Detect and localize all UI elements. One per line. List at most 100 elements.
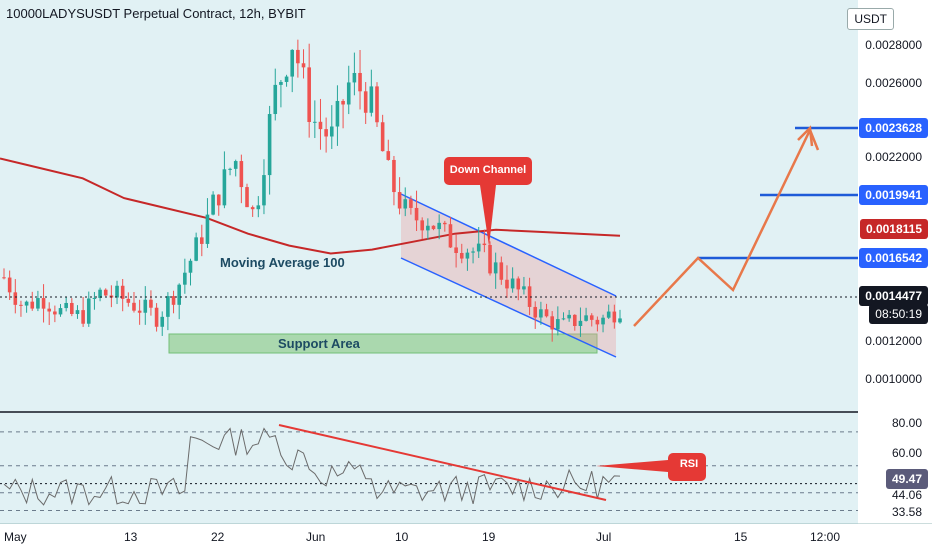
countdown-badge: 08:50:19 bbox=[869, 304, 928, 324]
candle-body bbox=[262, 175, 266, 206]
candle-body bbox=[160, 316, 165, 327]
candle-body bbox=[194, 237, 198, 261]
candle-body bbox=[284, 76, 289, 82]
rsi-trendline bbox=[278, 424, 607, 501]
rsi-pointer bbox=[596, 460, 668, 472]
x-tick: 13 bbox=[124, 530, 138, 544]
support-area bbox=[168, 333, 598, 354]
price-tick: 0.0012000 bbox=[865, 334, 922, 348]
candle-body bbox=[578, 320, 583, 326]
candle-body bbox=[70, 302, 74, 314]
rsi-current-badge: 49.47 bbox=[885, 469, 928, 489]
candle-body bbox=[612, 311, 617, 323]
candle-body bbox=[539, 309, 543, 318]
price-axis-panel bbox=[858, 0, 932, 550]
ma-line bbox=[0, 157, 621, 255]
x-tick: 15 bbox=[734, 530, 748, 544]
rsi-line bbox=[3, 427, 621, 506]
candle-body bbox=[103, 289, 108, 296]
candle-body bbox=[296, 49, 300, 64]
candle-body bbox=[414, 207, 419, 221]
candle-body bbox=[171, 296, 176, 305]
candle-body bbox=[216, 194, 221, 206]
candle-body bbox=[493, 262, 498, 274]
candle-body bbox=[595, 319, 600, 325]
candle-body bbox=[126, 298, 131, 303]
price-tick: 0.0028000 bbox=[865, 38, 922, 52]
rsi-tick: 33.58 bbox=[891, 505, 922, 519]
candle-body bbox=[335, 100, 340, 127]
candle-body bbox=[36, 298, 40, 309]
chart-title: 10000LADYSUSDT Perpetual Contract, 12h, … bbox=[6, 6, 306, 21]
candle-body bbox=[188, 260, 193, 273]
candle-body bbox=[386, 151, 391, 160]
candle-body bbox=[86, 298, 91, 324]
candle-body bbox=[2, 277, 6, 279]
candle-body bbox=[256, 205, 261, 210]
candle-body bbox=[567, 314, 571, 319]
candle-body bbox=[369, 86, 374, 113]
candle-body bbox=[363, 91, 368, 113]
candle-body bbox=[601, 317, 605, 325]
projection-arrowhead bbox=[797, 125, 814, 147]
candle-body bbox=[426, 225, 430, 231]
candle-body bbox=[205, 214, 210, 244]
candle-body bbox=[572, 314, 577, 326]
down-channel-label: Down Channel bbox=[449, 164, 527, 176]
candle-body bbox=[24, 301, 29, 306]
candle-body bbox=[550, 316, 554, 330]
candle-body bbox=[324, 129, 328, 137]
candle-body bbox=[267, 114, 272, 176]
candle-body bbox=[522, 286, 526, 290]
candle-body bbox=[358, 72, 362, 92]
candle-body bbox=[222, 169, 227, 206]
currency-label[interactable]: USDT bbox=[847, 8, 894, 30]
candle-body bbox=[41, 298, 46, 309]
candle-body bbox=[533, 306, 538, 318]
down-channel-pointer bbox=[480, 185, 496, 246]
rsi-tick: 60.00 bbox=[891, 446, 922, 460]
candle-body bbox=[279, 81, 283, 85]
target3-badge: 0.0023628 bbox=[859, 118, 928, 138]
x-tick: Jun bbox=[306, 530, 326, 544]
x-tick: Jul bbox=[596, 530, 612, 544]
candle-body bbox=[437, 222, 441, 230]
candle-body bbox=[115, 285, 119, 298]
candle-body bbox=[561, 318, 566, 320]
candle-body bbox=[245, 187, 249, 208]
candle-body bbox=[53, 311, 57, 315]
candle-body bbox=[154, 307, 159, 327]
candle-body bbox=[183, 272, 187, 285]
candle-body bbox=[556, 319, 560, 330]
candle-body bbox=[448, 224, 453, 248]
target2-badge: 0.0019941 bbox=[859, 185, 928, 205]
candle-body bbox=[352, 72, 357, 83]
candle-body bbox=[482, 243, 487, 246]
x-tick: 12:00 bbox=[810, 530, 841, 544]
channel-upper bbox=[400, 193, 617, 297]
price-tick: 0.0026000 bbox=[865, 76, 922, 90]
candle-body bbox=[64, 302, 68, 309]
candle-body bbox=[92, 297, 97, 299]
candle-body bbox=[273, 84, 278, 115]
candle-body bbox=[544, 309, 549, 317]
candle-body bbox=[250, 207, 255, 210]
target1-badge: 0.0016542 bbox=[859, 248, 928, 268]
candle-body bbox=[465, 252, 470, 259]
candle-body bbox=[459, 252, 464, 259]
candle-body bbox=[397, 192, 402, 209]
ma-label: Moving Average 100 bbox=[220, 255, 345, 270]
channel-lower bbox=[400, 257, 617, 358]
candle-body bbox=[177, 284, 181, 305]
candle-body bbox=[584, 315, 588, 321]
candle-body bbox=[143, 299, 148, 313]
candle-body bbox=[211, 194, 215, 215]
candle-body bbox=[346, 82, 351, 105]
candle-body bbox=[199, 237, 204, 244]
x-tick: 19 bbox=[482, 530, 496, 544]
candle-body bbox=[30, 301, 35, 309]
candle-body bbox=[471, 251, 475, 253]
rsi-tick: 80.00 bbox=[891, 416, 922, 430]
